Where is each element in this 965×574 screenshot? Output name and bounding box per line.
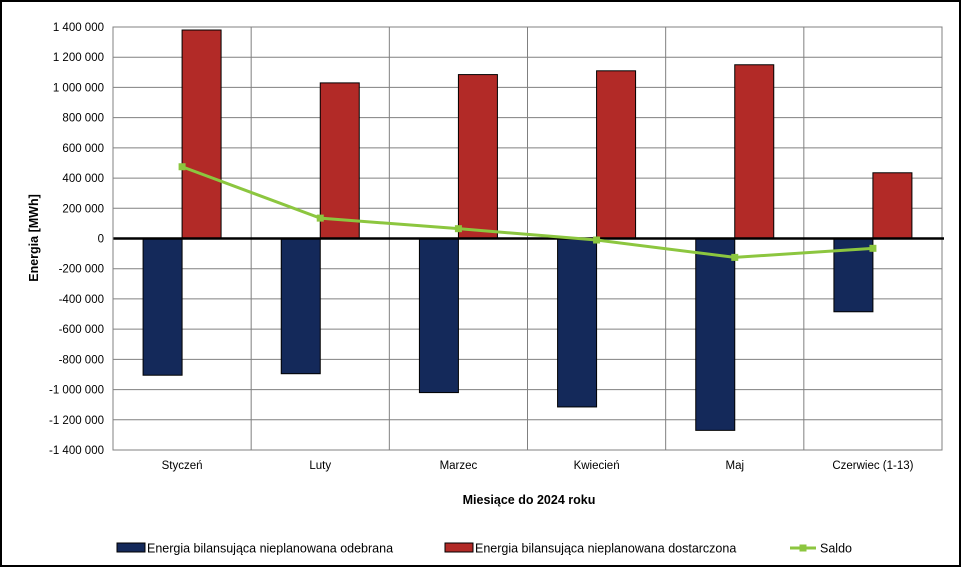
saldo-point-0 bbox=[178, 163, 186, 171]
y-tick-label: 1 200 000 bbox=[53, 52, 104, 64]
bar-odebrana-0 bbox=[142, 238, 183, 376]
x-tick-label: Kwiecień bbox=[574, 460, 620, 472]
y-tick-label: 800 000 bbox=[62, 113, 104, 125]
saldo-line bbox=[181, 165, 874, 259]
x-axis-title: Miesiące do 2024 roku bbox=[463, 493, 596, 507]
bar-dostarczona-3 bbox=[596, 70, 637, 239]
legend-label-2: Saldo bbox=[820, 542, 852, 556]
saldo-point-3 bbox=[593, 236, 601, 244]
y-tick-label: 0 bbox=[98, 234, 104, 246]
x-tick-label: Maj bbox=[725, 460, 744, 472]
y-tick-label: -200 000 bbox=[59, 264, 104, 276]
saldo-point-4 bbox=[731, 253, 739, 261]
y-tick-label: -1 000 000 bbox=[49, 385, 104, 397]
y-tick-label: 600 000 bbox=[62, 143, 104, 155]
bar-dostarczona-1 bbox=[319, 82, 360, 240]
legend-label-1: Energia bilansująca nieplanowana dostarc… bbox=[475, 542, 736, 556]
x-tick-label: Czerwiec (1-13) bbox=[832, 460, 913, 472]
legend: Energia bilansująca nieplanowana odebran… bbox=[116, 542, 852, 556]
saldo-point-2 bbox=[454, 225, 462, 233]
y-tick-label: 400 000 bbox=[62, 173, 104, 185]
bar-odebrana-3 bbox=[557, 238, 598, 408]
legend-marker-2 bbox=[799, 544, 807, 552]
y-tick-label: -1 400 000 bbox=[49, 445, 104, 457]
saldo-point-5 bbox=[869, 244, 877, 252]
y-tick-label: 200 000 bbox=[62, 203, 104, 215]
y-tick-label: 1 400 000 bbox=[53, 22, 104, 34]
y-tick-label: 1 000 000 bbox=[53, 82, 104, 94]
x-tick-label: Luty bbox=[309, 460, 331, 472]
bar-dostarczona-2 bbox=[457, 74, 498, 240]
y-tick-label: -800 000 bbox=[59, 354, 104, 366]
x-tick-label: Marzec bbox=[440, 460, 478, 472]
bar-dostarczona-4 bbox=[734, 64, 775, 240]
y-tick-label: -600 000 bbox=[59, 324, 104, 336]
bar-odebrana-1 bbox=[280, 238, 321, 375]
bar-dostarczona-5 bbox=[872, 172, 913, 240]
bar-odebrana-2 bbox=[418, 238, 459, 394]
y-tick-label: -400 000 bbox=[59, 294, 104, 306]
legend-swatch-0 bbox=[116, 542, 146, 553]
saldo-point-1 bbox=[316, 214, 324, 222]
legend-swatch-1 bbox=[444, 542, 474, 553]
x-tick-label: Styczeń bbox=[162, 460, 203, 472]
y-axis-title: Energia [MWh] bbox=[27, 194, 41, 282]
y-tick-label: -1 200 000 bbox=[49, 415, 104, 427]
bar-odebrana-4 bbox=[695, 238, 736, 431]
legend-label-0: Energia bilansująca nieplanowana odebran… bbox=[147, 542, 393, 556]
bar-dostarczona-0 bbox=[181, 29, 222, 240]
